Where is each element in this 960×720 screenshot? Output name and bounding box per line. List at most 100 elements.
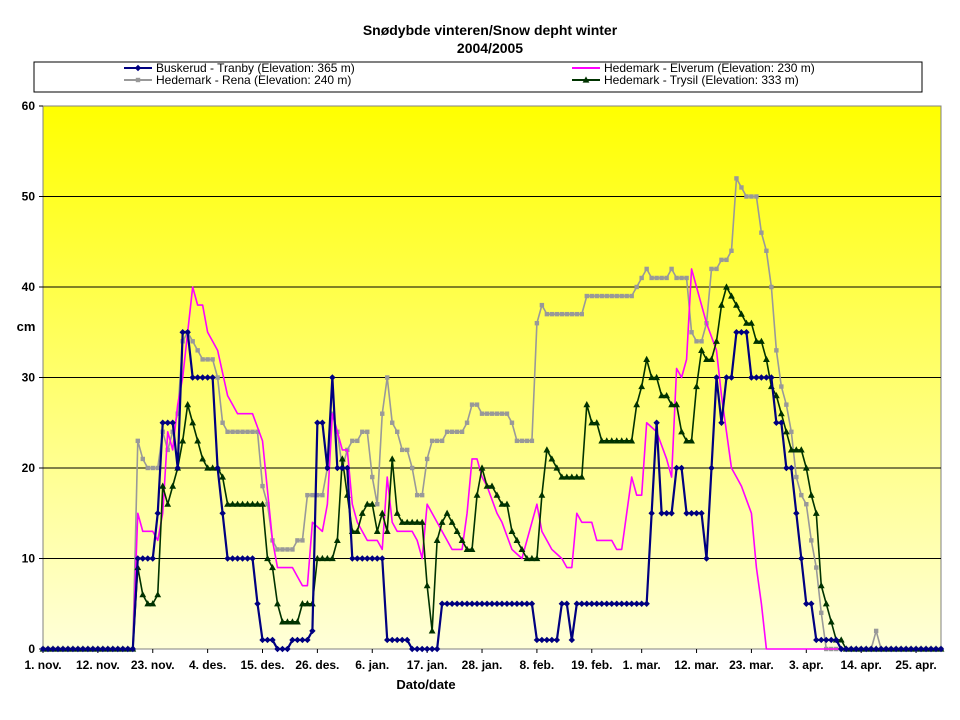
series-hedemark-rena-point <box>519 438 525 444</box>
series-hedemark-trysil-point <box>772 392 780 399</box>
series-buskerud-tranby-point <box>808 600 815 607</box>
series-buskerud-tranby-point <box>344 464 351 472</box>
series-hedemark-trysil-point <box>169 482 177 489</box>
series-hedemark-rena-point <box>499 411 505 416</box>
series-hedemark-trysil-point <box>433 536 441 543</box>
series-buskerud-tranby-point <box>693 510 700 517</box>
x-tick-label: 19. feb. <box>571 658 612 672</box>
series-buskerud-tranby-point <box>159 419 166 426</box>
x-tick-label: 12. mar. <box>674 658 719 672</box>
series-buskerud-tranby-point <box>658 510 665 517</box>
series-hedemark-rena-point <box>135 438 140 444</box>
series-buskerud-tranby-point <box>239 555 246 562</box>
series-buskerud-tranby-point <box>134 555 141 562</box>
series-hedemark-rena-point <box>255 429 260 434</box>
series-buskerud-tranby-point <box>359 555 366 562</box>
series-hedemark-trysil-point <box>698 346 705 353</box>
series-buskerud-tranby-point <box>39 645 47 653</box>
series-hedemark-rena-point <box>814 565 819 570</box>
series-buskerud-tranby-point <box>184 329 191 336</box>
series-hedemark-rena-point <box>759 230 764 235</box>
series-buskerud-tranby-point <box>249 555 256 562</box>
series-buskerud-tranby-point <box>179 329 186 336</box>
series-buskerud-tranby-point <box>423 645 431 653</box>
series-hedemark-rena-point <box>310 492 315 498</box>
series-buskerud-tranby-point <box>633 600 640 607</box>
series-hedemark-rena-point <box>360 429 365 434</box>
series-buskerud-tranby-point <box>114 645 122 653</box>
series-buskerud-tranby-point <box>329 374 336 381</box>
series-hedemark-trysil-point <box>269 563 276 571</box>
series-buskerud-tranby-point <box>64 645 72 653</box>
series-hedemark-rena-point <box>784 402 789 407</box>
series-hedemark-trysil-point <box>254 500 261 507</box>
x-tick-label: 28. jan. <box>462 658 503 672</box>
series-hedemark-trysil-point <box>753 337 760 344</box>
series-buskerud-tranby-point <box>528 600 536 607</box>
series-buskerud-tranby-point <box>678 464 685 472</box>
series-hedemark-rena-point <box>644 266 649 272</box>
series-buskerud-tranby-point <box>598 600 605 607</box>
series-hedemark-trysil-point <box>663 392 671 399</box>
series-buskerud-tranby-point <box>79 645 87 653</box>
series-hedemark-rena-point <box>260 483 265 489</box>
x-tick-label: 6. jan. <box>355 658 389 672</box>
series-buskerud-tranby-point <box>284 645 291 653</box>
series-buskerud-tranby-point <box>553 636 561 644</box>
series-buskerud-tranby-point <box>458 600 466 607</box>
series-buskerud-tranby-point <box>44 645 52 653</box>
y-tick-label: 10 <box>22 552 36 566</box>
series-hedemark-trysil-point <box>249 500 256 507</box>
legend-entry: Hedemark - Elverum (Elevation: 230 m) <box>572 61 815 75</box>
series-hedemark-trysil-point <box>678 428 685 435</box>
series-buskerud-tranby-point <box>803 600 810 607</box>
series-buskerud-tranby-point <box>403 636 411 644</box>
x-tick-label: 23. mar. <box>729 658 774 672</box>
series-hedemark-trysil-point <box>533 554 541 562</box>
y-tick-label: 50 <box>22 190 36 204</box>
series-buskerud-tranby-point <box>209 374 216 381</box>
series-buskerud-tranby-point <box>433 645 441 653</box>
series-buskerud-tranby-point <box>144 555 151 562</box>
series-hedemark-trysil-point <box>728 292 735 299</box>
series-buskerud-tranby-point <box>264 636 271 644</box>
series-buskerud-tranby-point <box>109 645 117 653</box>
series-hedemark-trysil-point <box>184 401 192 408</box>
series-buskerud-tranby-point <box>418 645 426 653</box>
series-buskerud-tranby-point <box>508 600 516 607</box>
series-hedemark-trysil-point <box>837 636 845 643</box>
x-tick-label: 1. nov. <box>24 658 61 672</box>
series-hedemark-trysil-point <box>373 527 381 534</box>
series-hedemark-rena-point <box>489 411 495 416</box>
series-buskerud-tranby-point <box>299 636 306 644</box>
series-hedemark-trysil-point <box>498 500 506 507</box>
series-hedemark-trysil-point <box>638 382 646 390</box>
legend-marker-point <box>135 77 141 83</box>
series-buskerud-tranby-point <box>778 419 785 426</box>
series-hedemark-trysil-point <box>204 464 212 471</box>
series-hedemark-trysil-point <box>648 373 656 381</box>
series-hedemark-trysil-point <box>299 600 306 607</box>
series-hedemark-trysil-point <box>503 500 511 507</box>
series-buskerud-tranby-point <box>324 464 331 472</box>
series-hedemark-trysil-point <box>488 482 496 489</box>
series-buskerud-tranby-point <box>912 645 920 653</box>
series-buskerud-tranby-point <box>304 636 311 644</box>
series-hedemark-trysil-point <box>787 446 795 453</box>
series-hedemark-trysil-point <box>593 419 601 426</box>
series-hedemark-trysil-point <box>538 491 546 498</box>
series-hedemark-trysil-point <box>279 618 286 625</box>
series-buskerud-tranby-point <box>169 419 176 426</box>
series-hedemark-trysil-point <box>473 491 481 498</box>
series-hedemark-trysil-point <box>603 437 611 444</box>
series-hedemark-trysil-point <box>608 437 616 444</box>
series-hedemark-rena-point <box>873 628 879 634</box>
series-hedemark-rena-point <box>819 610 824 615</box>
series-hedemark-trysil-point <box>463 545 471 553</box>
series-buskerud-tranby-point <box>104 645 112 653</box>
series-hedemark-rena-point <box>649 275 654 281</box>
series-hedemark-rena-point <box>579 311 584 317</box>
series-hedemark-rena-point <box>664 275 669 281</box>
series-hedemark-rena-point <box>614 293 619 299</box>
series-hedemark-trysil-point <box>713 337 720 344</box>
